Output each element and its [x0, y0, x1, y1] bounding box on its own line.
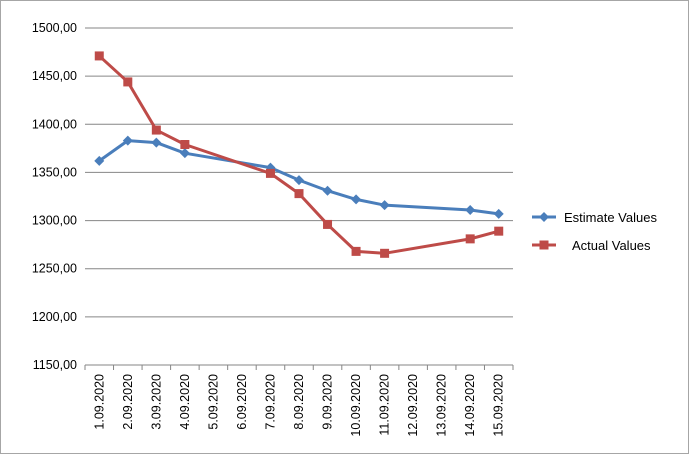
x-tick-label: 10.09.2020	[349, 374, 363, 437]
data-point	[151, 125, 161, 135]
y-tick-label: 1500,00	[32, 21, 77, 35]
x-tick-label: 12.09.2020	[406, 374, 420, 437]
data-point	[380, 248, 390, 258]
x-tick-label: 4.09.2020	[178, 374, 192, 430]
x-tick-label: 6.09.2020	[235, 374, 249, 430]
data-point	[351, 194, 362, 205]
data-point	[323, 219, 333, 229]
data-point	[265, 168, 275, 178]
x-tick-label: 13.09.2020	[435, 374, 449, 437]
series-group	[94, 51, 504, 258]
data-point	[465, 204, 476, 215]
x-tick-label: 15.09.2020	[492, 374, 506, 437]
x-tick-label: 3.09.2020	[149, 374, 163, 430]
y-tick-label: 1200,00	[32, 310, 77, 324]
data-point	[123, 77, 133, 87]
x-tick-label: 2.09.2020	[121, 374, 135, 430]
x-tick-label: 7.09.2020	[263, 374, 277, 430]
legend-label: Actual Values	[572, 238, 651, 253]
x-tick-label: 11.09.2020	[378, 374, 392, 436]
x-axis-tick-labels: 1.09.2020 2.09.2020 3.09.2020 4.09.2020 5.09…	[92, 374, 505, 437]
y-tick-label: 1450,00	[32, 69, 77, 83]
data-point	[122, 135, 133, 146]
y-tick-label: 1250,00	[32, 262, 77, 276]
data-point	[494, 226, 504, 236]
y-tick-label: 1400,00	[32, 117, 77, 131]
x-tick-label: 8.09.2020	[292, 374, 306, 430]
data-point	[151, 137, 162, 148]
data-point	[465, 234, 475, 244]
x-tick-label: 14.09.2020	[463, 374, 477, 437]
data-point	[294, 189, 304, 199]
x-tick-label: 5.09.2020	[206, 374, 220, 430]
y-tick-label: 1300,00	[32, 214, 77, 228]
gridlines	[85, 27, 513, 318]
legend-marker	[539, 240, 549, 250]
x-tick-label: 9.09.2020	[321, 374, 335, 430]
y-tick-label: 1350,00	[32, 165, 77, 179]
data-point	[180, 140, 190, 150]
legend-label: Estimate Values	[564, 210, 657, 225]
data-point	[322, 185, 333, 196]
y-axis-ticks: 1150,00 1200,00 1250,00 1300,00 1350,00 1400,…	[32, 21, 77, 372]
data-point	[351, 246, 361, 256]
x-axis	[84, 364, 514, 370]
data-point	[94, 51, 104, 61]
y-tick-label: 1150,00	[33, 358, 77, 372]
legend: Estimate Values Actual Values	[532, 210, 657, 253]
data-point	[493, 208, 504, 219]
data-point	[179, 148, 190, 159]
x-tick-label: 1.09.2020	[92, 374, 106, 430]
data-point	[94, 155, 105, 166]
series-line-2	[98, 54, 500, 255]
legend-marker	[539, 212, 549, 222]
data-point	[294, 175, 304, 186]
data-point	[379, 200, 390, 211]
